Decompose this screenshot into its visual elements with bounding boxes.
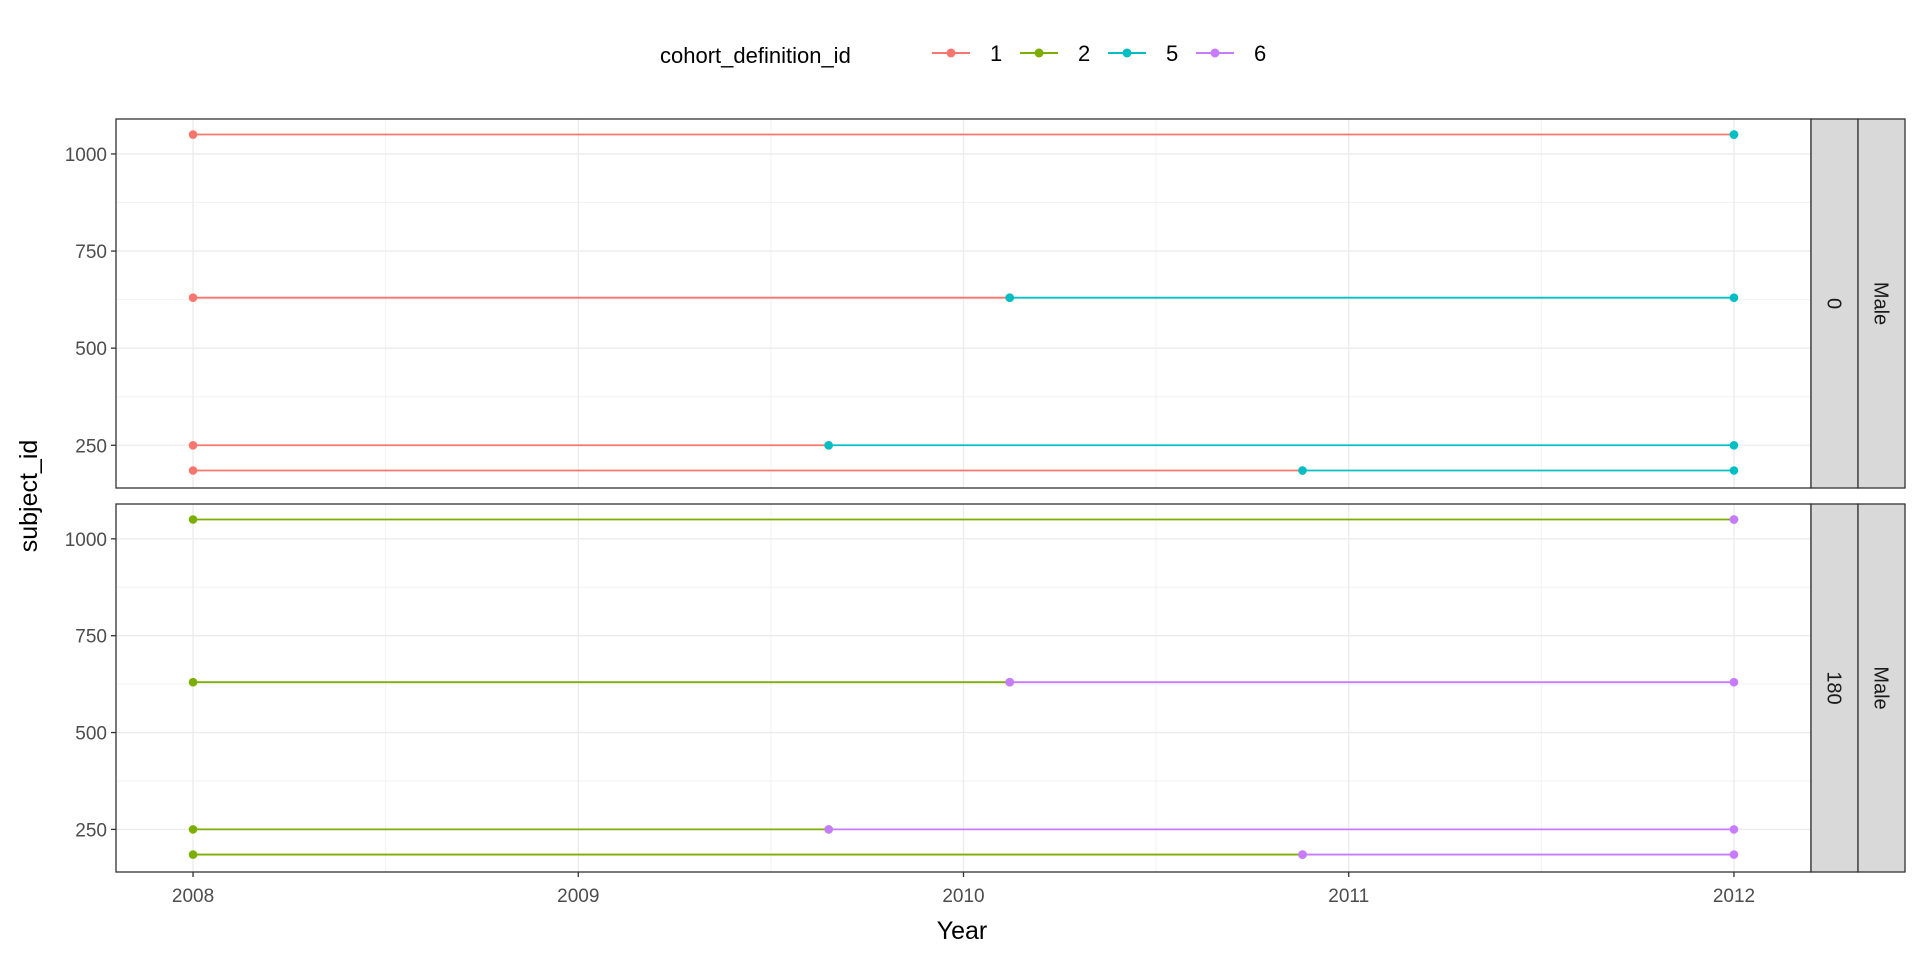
- segment-start-point: [1298, 466, 1307, 475]
- strip-label: 180: [1823, 671, 1845, 704]
- series-6-segment: [1005, 677, 1739, 687]
- x-tick-label: 2008: [172, 886, 214, 907]
- facet-strip-outer: Male: [1857, 503, 1906, 873]
- series-5-segment: [1005, 293, 1739, 302]
- segment-start-point: [188, 466, 198, 475]
- segment-start-point: [188, 825, 198, 834]
- segment-start-point: [188, 850, 198, 859]
- y-tick-label: 250: [75, 820, 107, 841]
- legend-label: 6: [1254, 41, 1266, 66]
- series-6-segment: [1729, 515, 1739, 524]
- segment-end-point: [1729, 293, 1739, 302]
- strip-label: Male: [1870, 282, 1892, 325]
- strip-background: [1857, 118, 1906, 489]
- series-6-segment: [1298, 850, 1739, 859]
- segment-start-point: [1005, 293, 1015, 302]
- x-tick-label: 2011: [1328, 886, 1369, 907]
- y-tick-label: 500: [75, 339, 107, 360]
- x-tick-label: 2012: [1713, 886, 1755, 907]
- y-tick-label: 250: [75, 436, 107, 457]
- series-6-segment: [824, 825, 1739, 834]
- segment-start-point: [188, 515, 198, 524]
- legend-label: 5: [1166, 41, 1178, 66]
- segment-end-point: [1729, 825, 1739, 834]
- segment-start-point: [188, 130, 198, 139]
- legend-key-point: [1210, 48, 1220, 58]
- segment-end-point: [1729, 677, 1739, 687]
- legend-entry-2: 2: [1020, 41, 1090, 66]
- segment-end-point: [1729, 466, 1739, 475]
- legend-key-point: [1122, 48, 1132, 58]
- series-5-segment: [1298, 466, 1739, 475]
- legend-entry-6: 6: [1196, 41, 1266, 66]
- y-axis-title: subject_id: [15, 440, 43, 553]
- legend-key-point: [946, 48, 956, 58]
- segment-end-point: [1729, 515, 1739, 524]
- x-tick-label: 2010: [942, 886, 984, 907]
- legend-entry-5: 5: [1108, 41, 1178, 66]
- segment-start-point: [1298, 850, 1307, 859]
- y-tick-label: 1000: [65, 145, 107, 166]
- facet-strip-inner: 0: [1810, 118, 1859, 489]
- x-axis: 2008 2009 2010 2011 2012: [172, 872, 1755, 907]
- x-axis-title: Year: [937, 917, 988, 945]
- legend-title: cohort_definition_id: [660, 43, 851, 68]
- legend: cohort_definition_id 1 2 5 6: [660, 41, 1266, 68]
- segment-start-point: [824, 440, 833, 450]
- segment-start-point: [188, 440, 198, 450]
- y-tick-label: 750: [75, 242, 107, 263]
- legend-label: 2: [1078, 41, 1090, 66]
- legend-label: 1: [990, 41, 1002, 66]
- facet-strip-outer: Male: [1857, 118, 1906, 489]
- segment-start-point: [188, 677, 198, 687]
- segment-start-point: [824, 825, 833, 834]
- y-tick-label: 750: [75, 627, 107, 648]
- segment-start-point: [1005, 677, 1015, 687]
- legend-key-point: [1034, 48, 1044, 58]
- facet-strip-inner: 180: [1810, 503, 1859, 873]
- segment-start-point: [188, 293, 198, 302]
- panel-2: 250 500 750 1000 180 Male: [65, 503, 1906, 873]
- strip-background: [1857, 503, 1906, 873]
- legend-entry-1: 1: [932, 41, 1002, 66]
- strip-background: [1810, 118, 1859, 489]
- strip-label: 0: [1823, 298, 1845, 309]
- segment-end-point: [1729, 130, 1739, 139]
- series-5-segment: [1729, 130, 1739, 139]
- series-5-segment: [824, 440, 1739, 450]
- segment-end-point: [1729, 850, 1739, 859]
- strip-background: [1810, 503, 1859, 873]
- strip-label: Male: [1870, 666, 1892, 709]
- segment-end-point: [1729, 440, 1739, 450]
- x-tick-label: 2009: [557, 886, 599, 907]
- panel-1: 250 500 750 1000 0 Male: [65, 118, 1906, 489]
- y-tick-label: 1000: [65, 530, 107, 551]
- y-tick-label: 500: [75, 724, 107, 745]
